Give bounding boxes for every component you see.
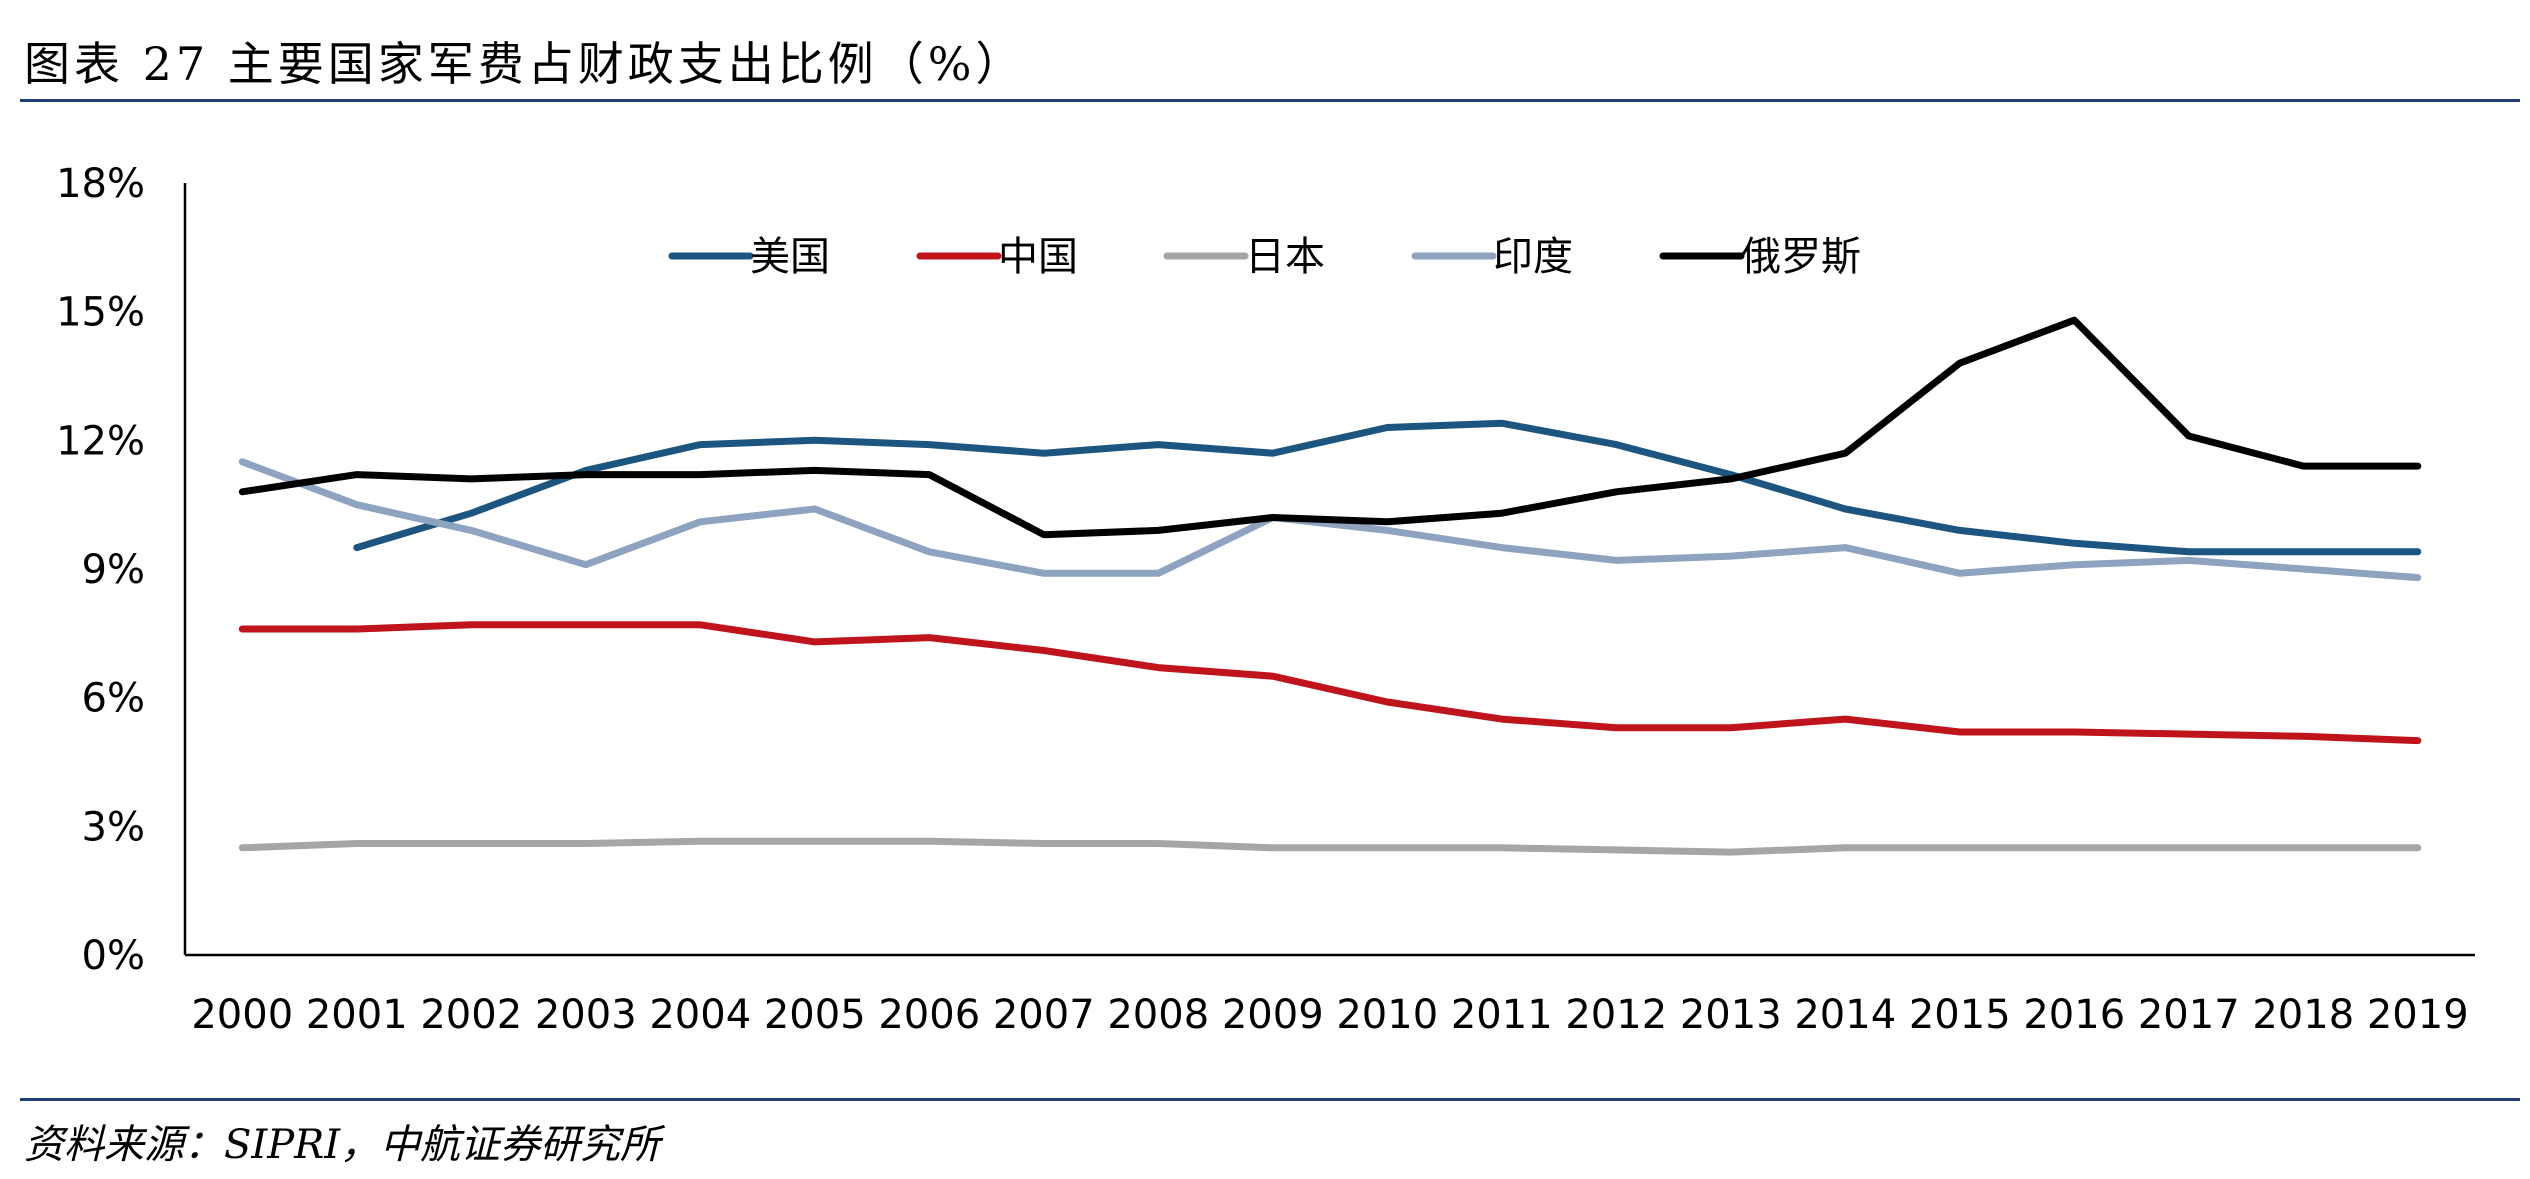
title-underline [20, 99, 2520, 102]
x-tick-label: 2018 [2252, 992, 2354, 1038]
x-tick-label: 2015 [1909, 992, 2011, 1038]
series-line-日本 [238, 837, 2422, 856]
y-tick-label: 15% [56, 290, 145, 336]
x-tick-label: 2016 [2023, 992, 2125, 1038]
series-line-俄罗斯 [238, 316, 2422, 539]
series-lines [238, 316, 2422, 856]
legend-label: 日本 [1245, 234, 1325, 280]
series-line-中国 [238, 621, 2422, 745]
x-tick-label: 2007 [993, 992, 1095, 1038]
legend: 美国 中国 日本 印度 俄罗斯 [668, 234, 1861, 280]
line-chart: 0%3%6%9%12%15%18% 2000 2001 2002 2003 2004 20… [56, 161, 2475, 1038]
legend-label: 中国 [998, 234, 1078, 280]
y-tick-label: 6% [82, 676, 145, 722]
y-tick-label: 12% [56, 418, 145, 464]
series-line-印度 [238, 458, 2422, 582]
x-tick-label: 2008 [1107, 992, 1209, 1038]
x-tick-label: 2001 [306, 992, 408, 1038]
y-axis: 0% 3% 6% 9% 12% 15% 18% [56, 161, 187, 979]
x-tick-label: 2013 [1680, 992, 1782, 1038]
y-tick-label: 3% [82, 804, 145, 850]
y-tick-label: 18% [56, 161, 145, 207]
x-tick-label: 2005 [764, 992, 866, 1038]
x-tick-label: 2004 [649, 992, 751, 1038]
legend-label: 印度 [1493, 234, 1573, 280]
source-rule [20, 1098, 2520, 1101]
series-line-美国 [353, 419, 2422, 556]
source-note: 资料来源：SIPRI，中航证券研究所 [24, 1122, 661, 1168]
x-tick-label: 2011 [1451, 992, 1553, 1038]
legend-label: 俄罗斯 [1741, 234, 1861, 280]
x-tick-label: 2000 [191, 992, 293, 1038]
x-tick-label: 2010 [1336, 992, 1438, 1038]
x-axis: 2000 2001 2002 2003 2004 2005 2006 2007 2008 2009… [185, 953, 2475, 1038]
x-tick-label: 2017 [2138, 992, 2240, 1038]
legend-label: 美国 [750, 234, 830, 280]
figure-title: 图表 27 主要国家军费占财政支出比例（%） [24, 37, 1026, 91]
x-tick-label: 2006 [878, 992, 980, 1038]
x-tick-label: 2009 [1222, 992, 1324, 1038]
x-tick-label: 2014 [1794, 992, 1896, 1038]
x-tick-label: 2012 [1565, 992, 1667, 1038]
x-tick-label: 2003 [535, 992, 637, 1038]
y-tick-label: 0% [82, 933, 145, 979]
x-tick-label: 2002 [420, 992, 522, 1038]
x-tick-label: 2019 [2367, 992, 2469, 1038]
y-tick-label: 9% [82, 547, 145, 593]
